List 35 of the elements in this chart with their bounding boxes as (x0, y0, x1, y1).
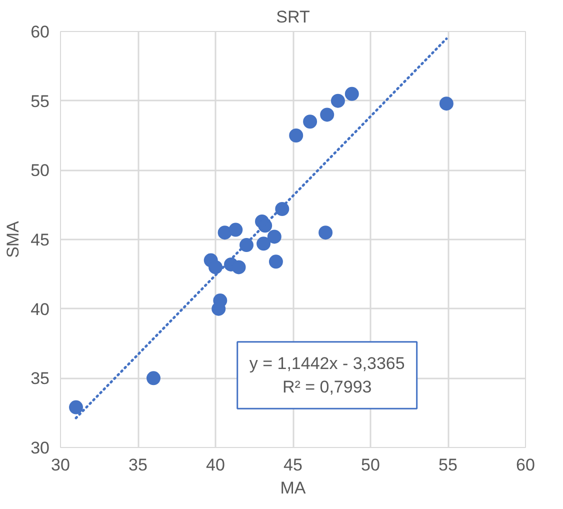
point (146, 371, 160, 386)
point (303, 114, 318, 129)
annotation: y = 1,1442x - 3,3365 (249, 354, 405, 373)
x-tick-label: 35 (128, 456, 148, 474)
chart-title: SRT (276, 8, 310, 26)
point (267, 230, 282, 244)
x-tick-label: 60 (516, 456, 535, 474)
point (256, 236, 271, 251)
point (330, 94, 345, 108)
x-axis-title: MA (280, 478, 306, 498)
point (69, 400, 83, 414)
y-tick-label: 40 (30, 300, 50, 319)
y-tick-label: 55 (30, 92, 50, 111)
y-tick-label: 50 (30, 161, 50, 180)
point (228, 222, 243, 237)
point (289, 128, 304, 142)
y-tick-label: 30 (30, 438, 50, 458)
point (318, 226, 333, 240)
point (439, 96, 454, 111)
point (344, 86, 359, 101)
y-tick-label: 60 (30, 22, 50, 42)
x-tick-label: 55 (438, 456, 458, 474)
point (320, 108, 334, 122)
point (268, 254, 283, 269)
point (208, 260, 222, 274)
annotation: R² = 0,7993 (282, 378, 372, 397)
x-tick-label: 50 (361, 456, 380, 474)
y-tick-label: 35 (30, 369, 50, 388)
x-tick-label: 45 (284, 456, 302, 474)
x-tick-label: 30 (51, 456, 70, 474)
point (212, 302, 226, 316)
point (232, 260, 246, 274)
x-tick-label: 40 (206, 456, 225, 474)
y-axis-title: SMA (4, 220, 23, 258)
y-tick-label: 45 (30, 230, 50, 250)
